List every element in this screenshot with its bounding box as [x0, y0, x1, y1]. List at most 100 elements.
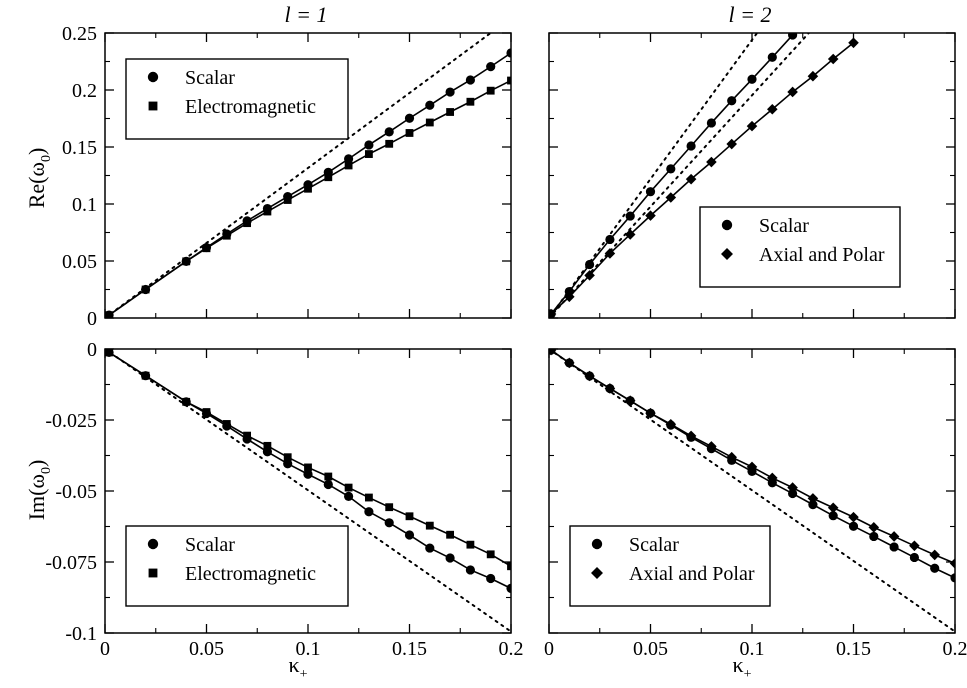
data-point-scalar: [425, 543, 435, 553]
data-point-electromagnetic: [182, 397, 191, 406]
y-axis-title-top: Re(ω0): [24, 148, 54, 209]
data-point-electromagnetic: [385, 503, 394, 512]
data-point-scalar: [404, 530, 415, 540]
data-point-axial-and-polar: [604, 248, 616, 259]
data-point-axial-and-polar: [584, 270, 595, 281]
x-tick-label: 0.1: [740, 638, 765, 660]
y-tick-label: 0.15: [62, 137, 97, 159]
data-point-scalar: [808, 500, 818, 510]
data-point-scalar: [364, 140, 374, 150]
data-point-scalar: [445, 553, 455, 563]
panel-top-right: Scalar Axial and Polar: [548, 32, 956, 319]
dotted-reference-line: [549, 349, 955, 633]
legend-marker-scalar: [721, 219, 733, 231]
data-point-scalar: [323, 479, 333, 490]
dotted-reference-line: [105, 33, 493, 318]
legend-box: [699, 206, 901, 288]
y-tick-label: 0.05: [62, 251, 97, 273]
legend-box: [125, 58, 349, 140]
column-title-l2: l = 2: [729, 2, 772, 27]
data-point-axial-and-polar: [685, 430, 697, 442]
data-point-axial-and-polar: [848, 511, 859, 523]
x-tick-label: 0.1: [296, 638, 321, 660]
legend: Scalar Electromagnetic: [125, 58, 349, 140]
legend-marker-scalar: [147, 538, 159, 550]
dotted-reference-line: [549, 33, 810, 318]
data-point-electromagnetic: [105, 311, 113, 318]
data-point-scalar: [465, 565, 475, 575]
data-point-electromagnetic: [202, 244, 211, 253]
y-axis-title-bottom: Im(ω0): [24, 460, 54, 521]
legend-box: [569, 525, 771, 607]
data-point-scalar: [364, 507, 374, 517]
data-point-scalar: [486, 62, 496, 72]
data-point-electromagnetic: [105, 349, 113, 357]
data-point-scalar: [767, 52, 777, 62]
legend-label-scalar: Scalar: [185, 67, 235, 89]
data-point-axial-and-polar: [624, 229, 636, 240]
x-axis-title-right: κ+: [733, 652, 752, 682]
series-group: [549, 33, 859, 318]
data-point-electromagnetic: [202, 408, 211, 416]
y-tick-label: -0.025: [45, 410, 97, 432]
data-point-axial-and-polar: [665, 192, 677, 203]
legend: Scalar Electromagnetic: [125, 525, 349, 607]
data-point-scalar: [344, 154, 354, 164]
data-point-scalar: [425, 100, 435, 110]
data-point-electromagnetic: [243, 431, 252, 440]
legend: Scalar Axial and Polar: [569, 525, 771, 607]
data-point-electromagnetic: [364, 150, 373, 158]
data-point-axial-and-polar: [827, 502, 839, 514]
legend-marker-electromagnetic: [148, 101, 158, 111]
data-point-electromagnetic: [405, 512, 414, 521]
data-point-scalar: [909, 552, 920, 563]
x-tick-label: 0.15: [392, 638, 427, 660]
legend-marker-axial-and-polar: [721, 248, 733, 260]
legend-marker-scalar: [147, 71, 159, 83]
dotted-reference-line: [549, 33, 759, 318]
series-group: [105, 349, 511, 633]
data-point-electromagnetic: [507, 562, 511, 571]
data-point-scalar: [788, 488, 798, 499]
data-point-scalar: [666, 164, 676, 174]
data-point-axial-and-polar: [624, 395, 636, 406]
x-tick-label: 0.2: [499, 638, 524, 660]
y-tick-label: 0.2: [72, 80, 97, 102]
data-point-scalar: [727, 96, 737, 106]
legend-label-axial-and-polar: Axial and Polar: [629, 563, 755, 585]
data-point-axial-and-polar: [767, 103, 778, 115]
data-point-axial-and-polar: [726, 451, 737, 463]
x-tick-label: 0.15: [836, 638, 871, 660]
data-point-axial-and-polar: [746, 461, 758, 473]
dotted-reference-line: [105, 349, 511, 633]
data-point-electromagnetic: [466, 540, 475, 549]
data-point-scalar: [950, 573, 955, 583]
data-point-axial-and-polar: [726, 138, 737, 150]
data-point-scalar: [848, 521, 859, 531]
y-tick-label: -0.075: [45, 552, 97, 574]
legend-label-scalar: Scalar: [759, 215, 809, 237]
data-point-axial-and-polar: [949, 558, 955, 569]
data-point-axial-and-polar: [909, 540, 920, 552]
data-point-electromagnetic: [446, 108, 455, 116]
data-point-axial-and-polar: [929, 549, 940, 561]
data-point-electromagnetic: [222, 420, 231, 428]
data-point-scalar: [445, 87, 455, 97]
data-point-axial-and-polar: [807, 70, 819, 82]
panel-bottom-right: 0 0.05 0.1 0.15 0.2 Scalar Axial and Polar: [544, 348, 967, 660]
y-tick-label: 0.1: [72, 194, 97, 216]
data-point-axial-and-polar: [787, 86, 798, 98]
x-tick-label: 0: [544, 638, 554, 660]
data-point-scalar: [303, 469, 313, 479]
data-point-scalar: [828, 511, 838, 521]
data-point-scalar: [788, 33, 798, 40]
y-tick-label: 0: [87, 339, 97, 361]
legend-box: [125, 525, 349, 607]
data-point-scalar: [384, 518, 394, 528]
data-point-scalar: [686, 141, 696, 151]
data-point-axial-and-polar: [868, 522, 880, 533]
data-point-electromagnetic: [425, 118, 434, 127]
column-title-l1: l = 1: [285, 2, 328, 27]
data-point-axial-and-polar: [888, 531, 900, 542]
data-point-axial-and-polar: [645, 407, 656, 419]
